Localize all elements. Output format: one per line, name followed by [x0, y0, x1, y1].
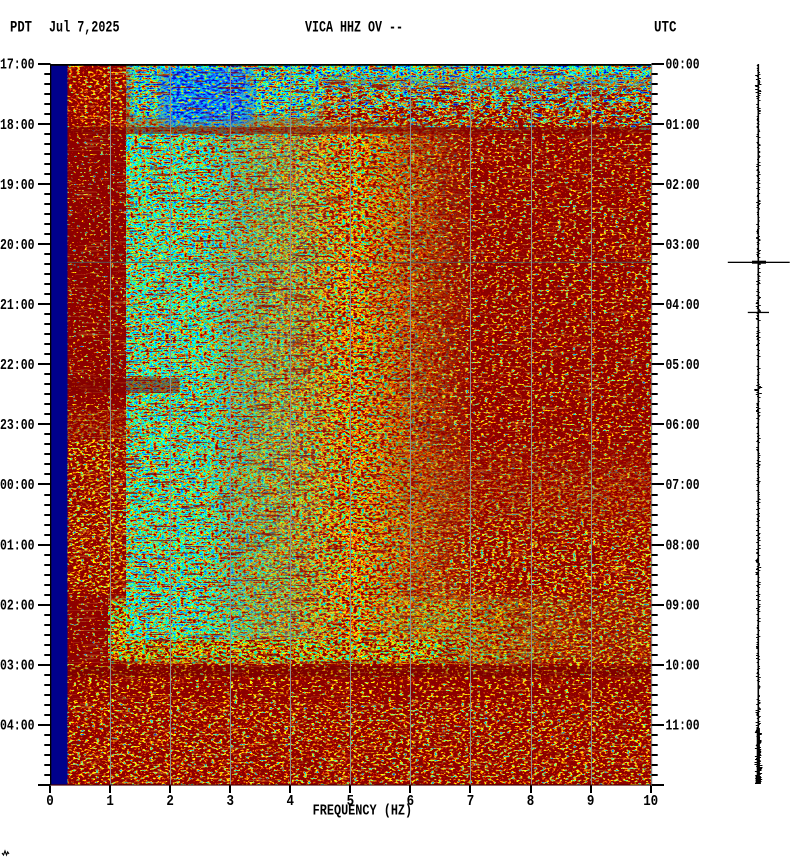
svg-text:01:00: 01:00 [0, 537, 35, 554]
svg-text:Jul 7,2025: Jul 7,2025 [49, 19, 120, 37]
svg-text:08:00: 08:00 [666, 537, 700, 554]
svg-text:3: 3 [226, 793, 234, 810]
svg-text:6: 6 [407, 793, 415, 810]
svg-text:03:00: 03:00 [666, 237, 700, 254]
svg-text:1: 1 [106, 793, 114, 810]
svg-text:19:00: 19:00 [0, 177, 35, 194]
svg-text:18:00: 18:00 [0, 117, 35, 134]
svg-text:UTC: UTC [654, 19, 677, 37]
svg-text:23:00: 23:00 [0, 417, 35, 434]
svg-text:4: 4 [287, 793, 295, 810]
svg-text:11:00: 11:00 [666, 717, 700, 734]
svg-text:06:00: 06:00 [666, 417, 700, 434]
svg-text:FREQUENCY (HZ): FREQUENCY (HZ) [313, 803, 413, 820]
svg-text:02:00: 02:00 [0, 597, 35, 614]
svg-text:00:00: 00:00 [666, 57, 700, 74]
svg-text:17:00: 17:00 [0, 57, 35, 74]
svg-text:07:00: 07:00 [666, 477, 700, 494]
svg-text:05:00: 05:00 [666, 357, 700, 374]
svg-text:PDT: PDT [10, 19, 32, 37]
svg-text:20:00: 20:00 [0, 237, 35, 254]
svg-text:VICA HHZ OV --: VICA HHZ OV -- [305, 19, 403, 37]
svg-text:04:00: 04:00 [0, 717, 35, 734]
svg-text:10: 10 [643, 793, 658, 810]
svg-text:7: 7 [467, 793, 475, 810]
svg-text:03:00: 03:00 [0, 657, 35, 674]
svg-text:22:00: 22:00 [0, 357, 35, 374]
svg-text:02:00: 02:00 [666, 177, 700, 194]
svg-text:9: 9 [587, 793, 595, 810]
svg-text:04:00: 04:00 [666, 297, 700, 314]
svg-text:8: 8 [527, 793, 535, 810]
svg-text:09:00: 09:00 [666, 597, 700, 614]
svg-text:0: 0 [46, 793, 54, 810]
svg-text:01:00: 01:00 [666, 117, 700, 134]
svg-text:2: 2 [166, 793, 174, 810]
svg-text:21:00: 21:00 [0, 297, 35, 314]
svg-text:5: 5 [347, 793, 355, 810]
svg-text:10:00: 10:00 [666, 657, 700, 674]
svg-text:00:00: 00:00 [0, 477, 35, 494]
